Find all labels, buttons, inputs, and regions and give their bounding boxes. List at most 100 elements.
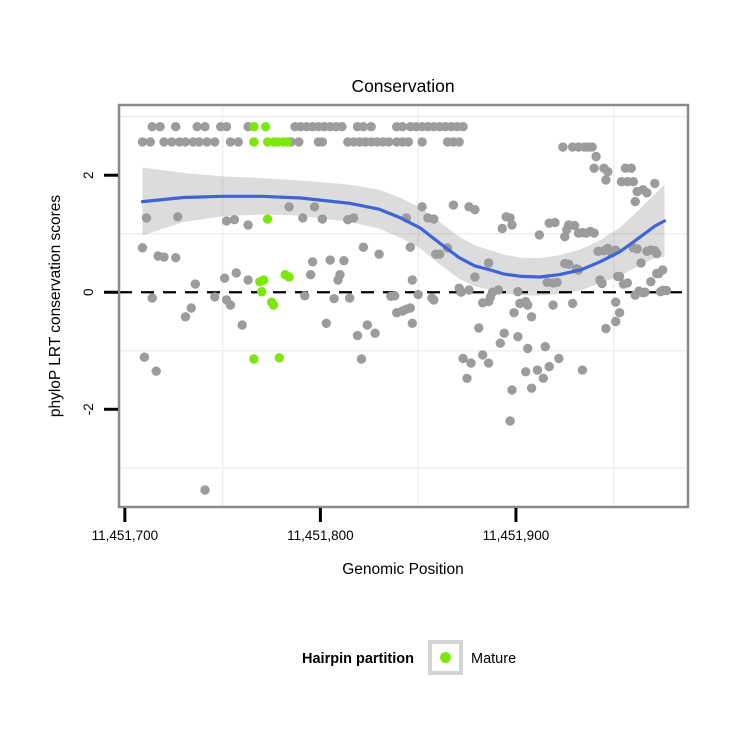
y-axis-title: phyloP LRT conservation scores	[47, 195, 64, 418]
y-tick-label: 0	[81, 288, 96, 296]
data-point-mature	[249, 122, 259, 132]
data-point	[589, 228, 599, 238]
data-point	[147, 293, 157, 303]
data-point	[362, 320, 372, 330]
data-point	[540, 342, 550, 352]
data-point	[601, 175, 611, 185]
data-point	[554, 353, 564, 364]
data-point	[458, 122, 468, 132]
points-layer	[137, 122, 672, 495]
data-point	[646, 277, 656, 287]
data-point	[358, 122, 369, 132]
data-point	[417, 202, 427, 212]
data-point	[219, 273, 230, 283]
data-point	[483, 358, 494, 368]
data-point	[466, 358, 476, 368]
data-point	[499, 328, 509, 338]
data-point	[231, 268, 241, 278]
data-point	[151, 366, 161, 376]
data-point	[603, 167, 613, 177]
data-point	[309, 202, 320, 212]
data-point-mature	[249, 354, 259, 364]
data-point	[544, 361, 554, 372]
data-point	[632, 244, 642, 254]
data-point	[147, 122, 157, 132]
data-point	[470, 205, 480, 215]
data-point	[509, 308, 519, 318]
data-point	[192, 122, 202, 132]
data-point	[337, 122, 347, 132]
data-point-mature	[284, 272, 294, 282]
data-point	[155, 122, 165, 132]
data-point	[329, 294, 339, 304]
data-point	[601, 323, 611, 334]
x-tick-label: 11,451,800	[287, 528, 354, 543]
data-point	[454, 137, 464, 147]
data-point	[558, 142, 568, 152]
data-point	[560, 232, 570, 242]
data-point	[587, 142, 597, 152]
data-point	[407, 275, 417, 285]
data-point	[526, 312, 537, 322]
data-point	[521, 367, 531, 377]
data-point	[243, 220, 253, 230]
data-point	[403, 137, 414, 147]
data-point-mature	[249, 137, 259, 147]
data-point-mature	[260, 122, 271, 132]
data-point	[405, 242, 415, 252]
data-point	[390, 291, 400, 301]
data-point	[237, 320, 247, 330]
data-point	[171, 253, 181, 263]
data-point	[186, 303, 196, 313]
data-point	[348, 213, 359, 223]
data-point	[335, 270, 345, 280]
x-axis-title: Genomic Position	[342, 561, 463, 578]
data-point	[225, 300, 236, 310]
data-point	[456, 287, 466, 297]
smooth-line	[140, 194, 667, 279]
data-point	[429, 295, 439, 305]
data-point	[513, 332, 523, 342]
data-point	[221, 122, 232, 132]
data-point	[505, 213, 515, 223]
data-point	[652, 248, 662, 259]
data-point	[636, 258, 646, 268]
legend-item-label: Mature	[471, 651, 516, 667]
data-point	[139, 352, 150, 362]
data-point	[661, 285, 672, 296]
data-point	[200, 485, 210, 495]
data-point	[564, 259, 574, 269]
data-point	[630, 196, 640, 207]
data-point	[650, 178, 660, 189]
legend-title: Hairpin partition	[302, 651, 414, 667]
data-point	[190, 279, 200, 289]
data-point-mature	[257, 287, 267, 297]
x-tick-label: 11,451,700	[92, 528, 159, 543]
data-point	[317, 137, 328, 147]
data-point	[221, 216, 232, 226]
data-point	[141, 213, 152, 223]
data-point	[577, 365, 588, 375]
y-tick-label: -2	[81, 403, 96, 415]
data-point	[159, 252, 169, 262]
data-point	[374, 249, 384, 259]
data-point	[534, 230, 545, 240]
data-point	[243, 275, 253, 285]
data-point	[495, 338, 505, 348]
data-point	[611, 297, 621, 307]
panel-border	[117, 103, 690, 509]
data-point	[370, 328, 380, 338]
data-point	[550, 217, 560, 228]
data-point	[167, 137, 177, 147]
data-point	[229, 215, 240, 225]
data-point	[366, 122, 376, 132]
data-point	[180, 312, 191, 322]
data-point	[284, 202, 294, 212]
data-point-mature	[259, 275, 269, 285]
data-point	[210, 292, 220, 302]
data-point	[552, 277, 562, 287]
data-point	[358, 242, 369, 252]
data-point	[435, 249, 445, 259]
